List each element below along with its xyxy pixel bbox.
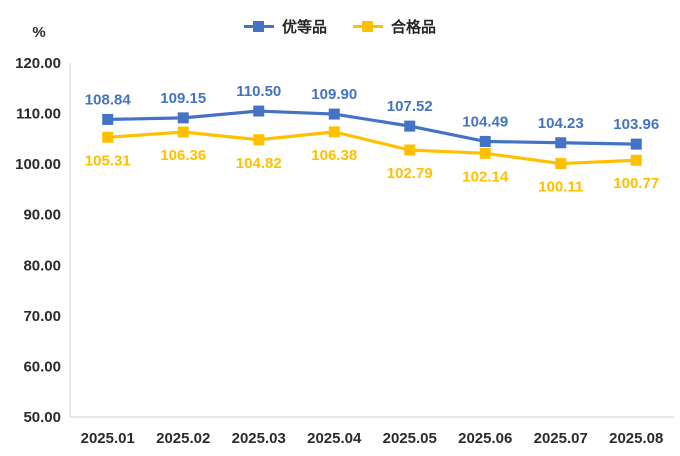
svg-text:80.00: 80.00 <box>23 257 61 274</box>
legend-label-premium: 优等品 <box>281 19 327 36</box>
svg-text:104.49: 104.49 <box>462 113 508 130</box>
svg-text:120.00: 120.00 <box>15 55 61 72</box>
svg-text:2025.03: 2025.03 <box>232 430 286 447</box>
legend-label-qualified: 合格品 <box>391 19 437 36</box>
svg-text:106.36: 106.36 <box>160 147 206 164</box>
legend-marker-premium-icon <box>243 21 274 32</box>
svg-text:102.79: 102.79 <box>387 165 433 182</box>
svg-text:100.00: 100.00 <box>15 156 61 173</box>
svg-text:2025.04: 2025.04 <box>307 430 362 447</box>
svg-text:2025.07: 2025.07 <box>534 430 588 447</box>
legend-marker-qualified-icon <box>353 21 383 32</box>
svg-text:109.15: 109.15 <box>160 90 206 107</box>
svg-text:2025.02: 2025.02 <box>156 430 210 447</box>
svg-text:108.84: 108.84 <box>85 91 132 108</box>
svg-text:2025.05: 2025.05 <box>383 430 437 447</box>
svg-text:107.52: 107.52 <box>387 98 433 115</box>
svg-text:100.11: 100.11 <box>538 179 583 196</box>
svg-text:104.23: 104.23 <box>538 115 584 132</box>
svg-text:2025.06: 2025.06 <box>458 430 512 447</box>
svg-text:50.00: 50.00 <box>23 409 61 426</box>
svg-text:106.38: 106.38 <box>311 147 357 164</box>
svg-text:2025.08: 2025.08 <box>609 430 663 447</box>
svg-text:110.00: 110.00 <box>16 106 61 123</box>
svg-text:102.14: 102.14 <box>462 168 509 185</box>
svg-text:110.50: 110.50 <box>236 83 281 100</box>
chart-legend: 优等品 合格品 <box>0 16 680 37</box>
svg-text:100.77: 100.77 <box>613 175 659 192</box>
svg-text:104.82: 104.82 <box>236 155 282 172</box>
svg-text:60.00: 60.00 <box>23 358 61 375</box>
legend-item-premium-grade[interactable]: 优等品 <box>243 16 327 37</box>
svg-text:109.90: 109.90 <box>311 86 357 103</box>
legend-item-qualified-grade[interactable]: 合格品 <box>353 16 436 37</box>
svg-text:70.00: 70.00 <box>23 308 61 325</box>
svg-text:105.31: 105.31 <box>85 152 131 169</box>
svg-text:103.96: 103.96 <box>613 116 659 133</box>
y-axis-unit-label: % <box>32 24 46 41</box>
svg-text:90.00: 90.00 <box>23 207 61 224</box>
svg-text:2025.01: 2025.01 <box>81 430 135 447</box>
